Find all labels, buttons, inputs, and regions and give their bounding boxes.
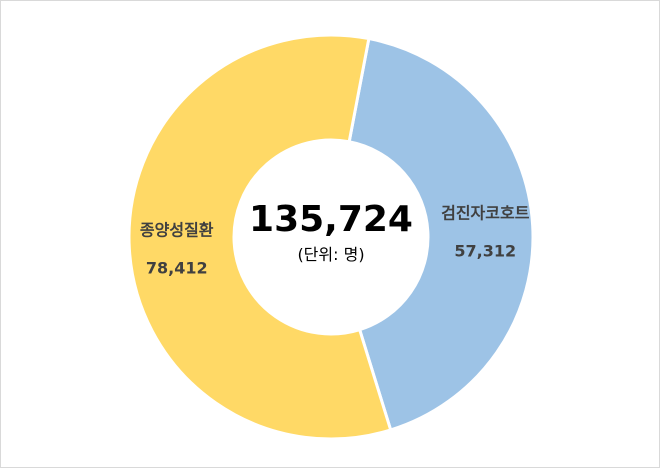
center-unit: (단위: 명) (297, 245, 364, 264)
slice-label-1: 검진자코호트 (441, 203, 530, 222)
slice-value-1: 57,312 (454, 241, 516, 260)
center-total: 135,724 (249, 199, 413, 240)
slice-value-2: 78,412 (146, 259, 208, 278)
donut-slice-2 (127, 33, 393, 441)
slice-label-2: 종양성질환 (140, 221, 214, 240)
donut-slice-1 (347, 36, 535, 432)
